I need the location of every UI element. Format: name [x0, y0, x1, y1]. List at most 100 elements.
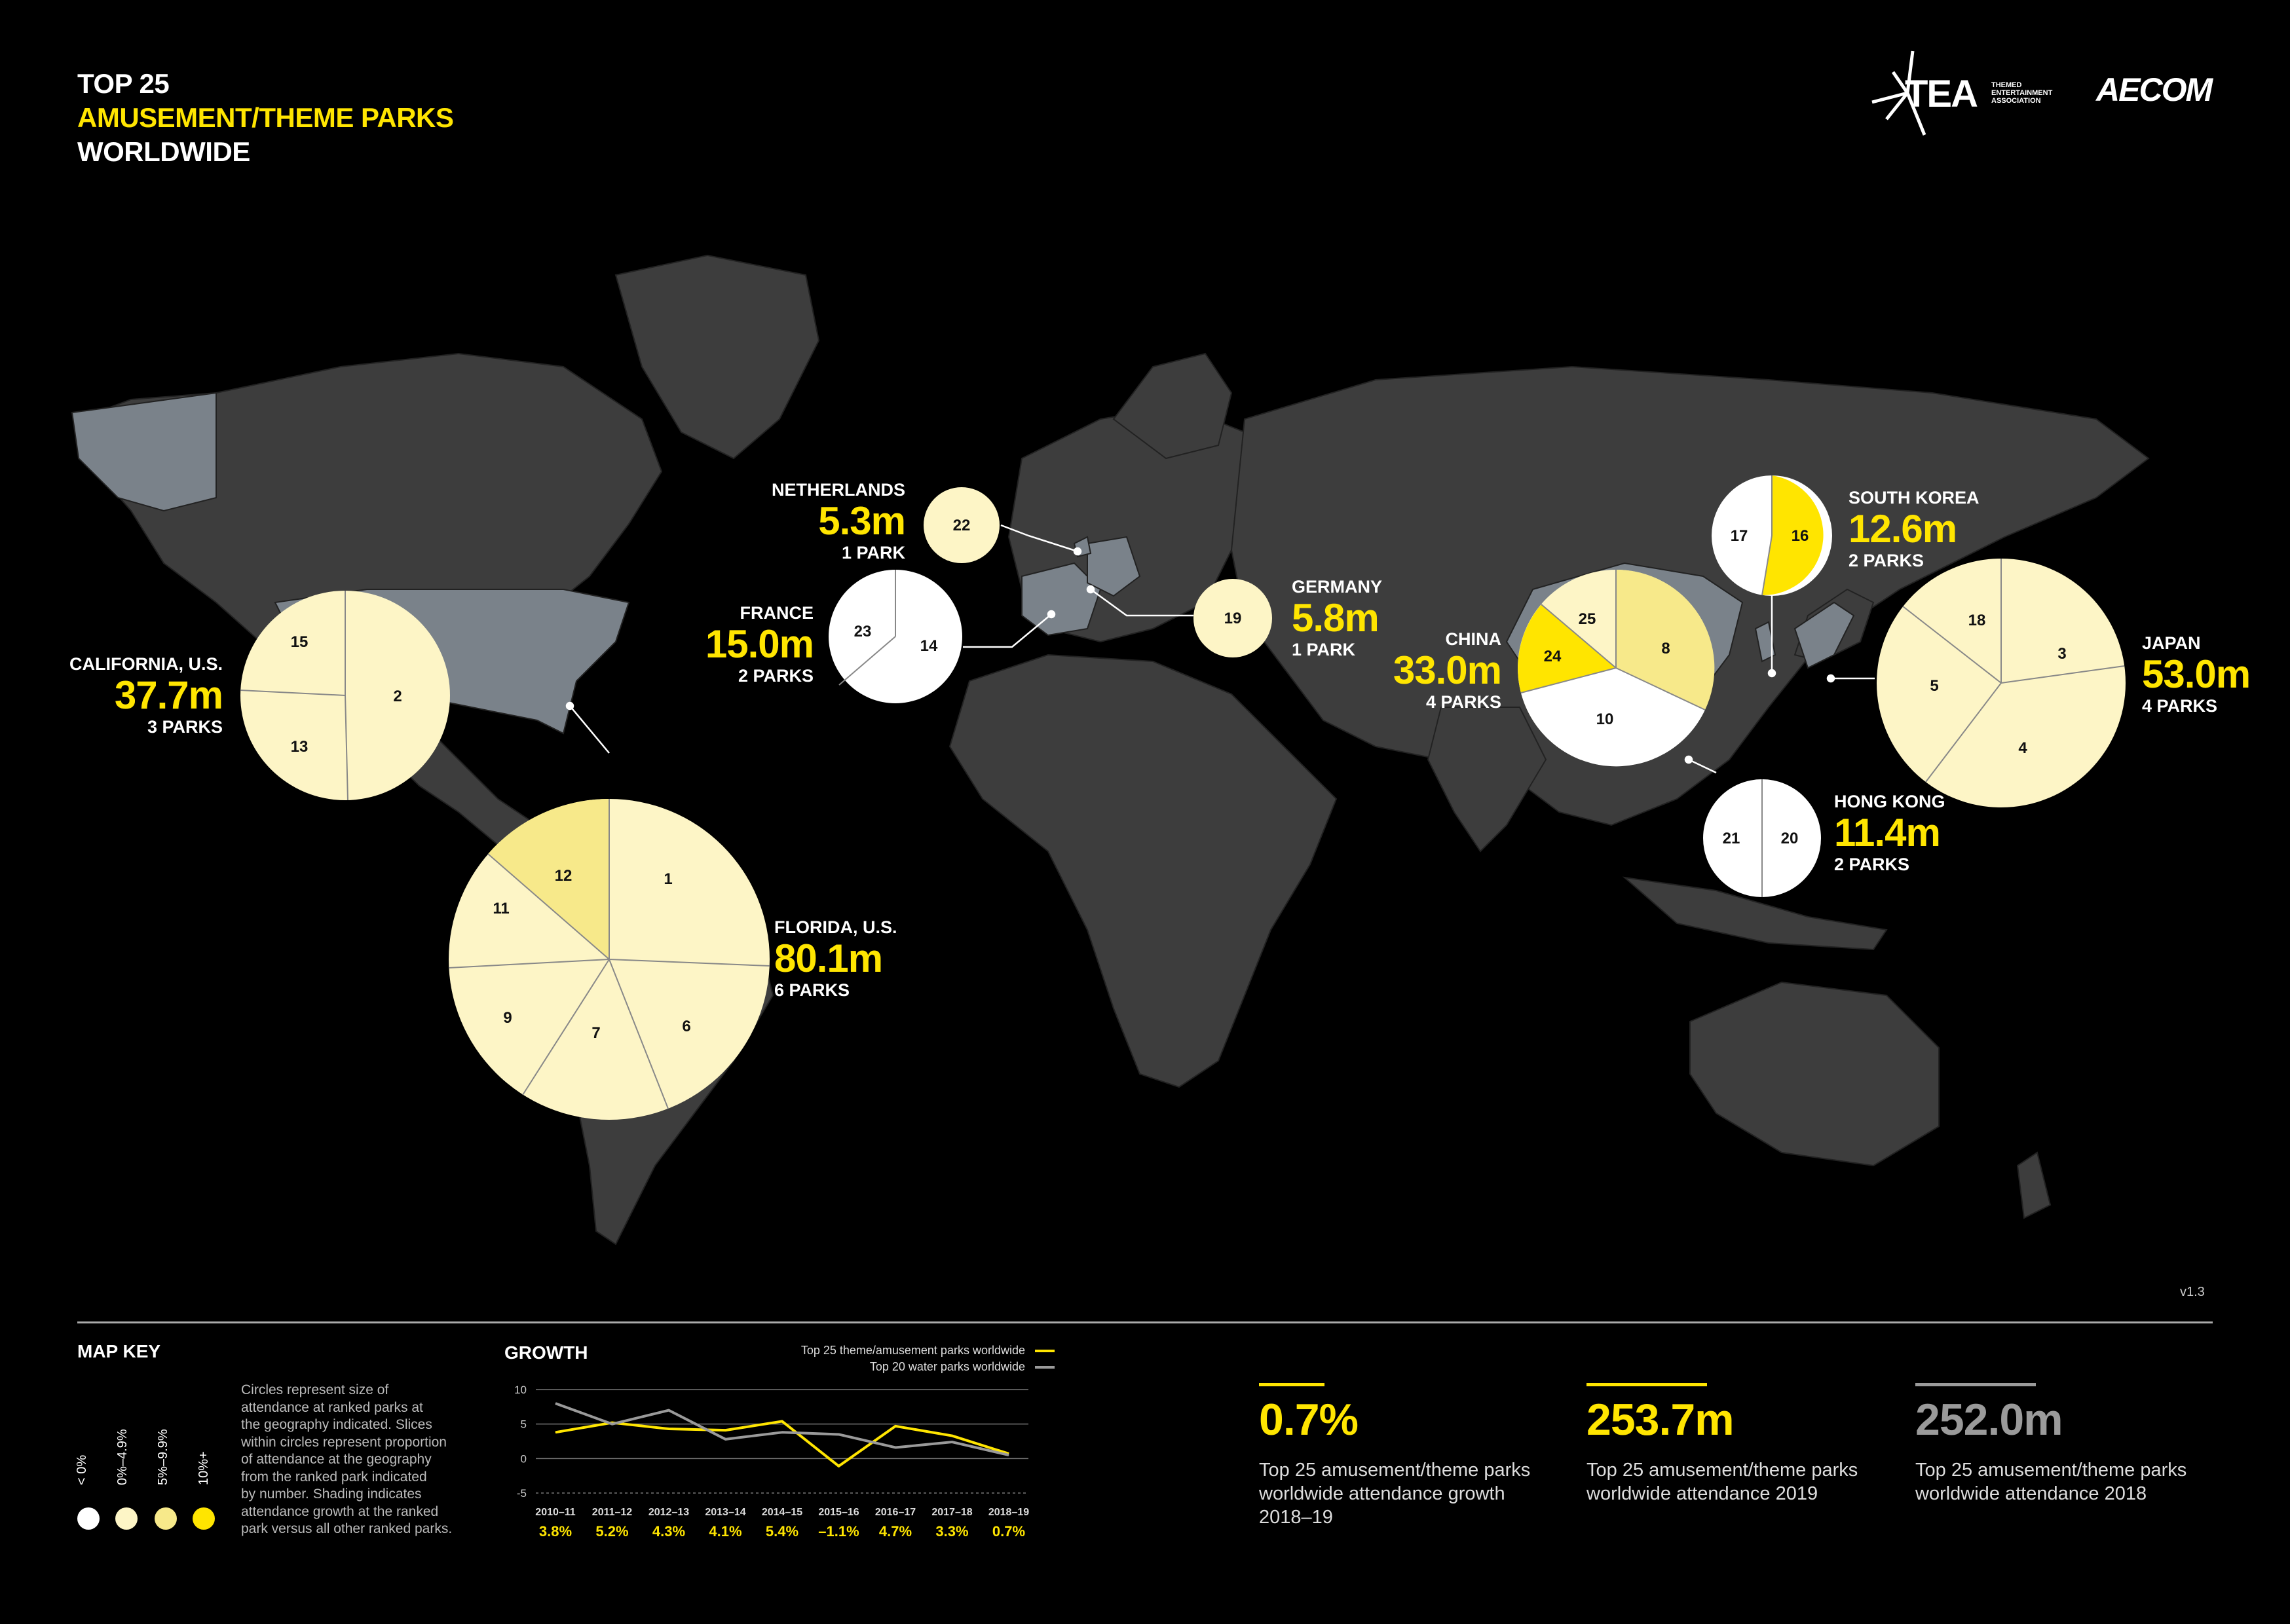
region-name: JAPAN — [2142, 633, 2201, 653]
france-shape — [1021, 562, 1102, 637]
pie-label-france-14: 14 — [920, 637, 938, 655]
region-name: GERMANY — [1292, 577, 1383, 597]
x-tick-label: 2017–18 — [931, 1507, 972, 1518]
data-value-label: 4.7% — [879, 1523, 912, 1540]
pie-japan: 3 4 5 18 — [1877, 559, 2126, 807]
stat-attendance-2019: 253.7m Top 25 amusement/theme parks worl… — [1586, 1383, 1888, 1505]
y-tick-label: 10 — [514, 1384, 527, 1396]
pie-florida: 1 6 7 9 11 12 — [448, 798, 770, 1120]
aecom-logo: AECOM — [2096, 71, 2213, 108]
x-tick-label: 2013–14 — [705, 1507, 745, 1518]
region-value: 11.4m — [1834, 811, 1941, 855]
region-name: SOUTH KOREA — [1849, 488, 1980, 507]
growth-chart: 10 5 0 -5 2010–11 2011–12 2012–13 2013–14 2014–1… — [514, 1384, 1029, 1540]
pie-label-japan-3: 3 — [2057, 645, 2066, 663]
data-point — [781, 1431, 783, 1433]
pie-label-florida-12: 12 — [555, 867, 572, 885]
stat-2019-rule — [1586, 1383, 1707, 1386]
y-tick-label: 0 — [521, 1452, 527, 1465]
pie-label-south-korea-16: 16 — [1792, 527, 1809, 545]
pie-label-france-23: 23 — [854, 623, 872, 640]
legend-theme-label: Top 25 theme/amusement parks worldwide — [800, 1344, 1025, 1357]
region-name: CALIFORNIA, U.S. — [69, 654, 223, 674]
data-point — [555, 1431, 556, 1433]
map-key-title: MAP KEY — [77, 1341, 161, 1361]
japan-shape — [1793, 601, 1855, 669]
map-key-legend: < 0% 0%–4.9% 5%–9.9% 10%+ — [75, 1426, 235, 1530]
pie-germany: 19 — [1193, 579, 1272, 657]
stat-2018-desc: Top 25 amusement/theme parks worldwide a… — [1915, 1460, 2187, 1504]
title-line-2: AMUSEMENT/THEME PARKS — [77, 102, 454, 133]
label-germany: GERMANY 5.8m 1 PARK — [1292, 576, 1382, 660]
growth-section: GROWTH Top 25 theme/amusement parks worl… — [504, 1336, 1061, 1559]
title-line-3: WORLDWIDE — [77, 136, 250, 167]
data-point — [838, 1433, 839, 1435]
label-netherlands: NETHERLANDS 5.3m 1 PARK — [760, 479, 906, 563]
tea-logo: TEA THEMED ENTERTAINMENT ASSOCIATION — [1867, 46, 2063, 138]
legend-label-mid: 5%–9.9% — [156, 1429, 170, 1485]
region-parks: 1 PARK — [841, 543, 905, 563]
stat-growth-value: 0.7% — [1259, 1395, 1359, 1445]
legend-swatch-negative — [77, 1507, 100, 1530]
tea-wordmark: TEA — [1905, 73, 1978, 115]
region-name: FLORIDA, U.S. — [774, 917, 897, 937]
x-tick-label: 2015–16 — [818, 1507, 859, 1518]
pie-label-germany-19: 19 — [1224, 610, 1242, 627]
pie-label-china-10: 10 — [1596, 710, 1614, 728]
x-tick-label: 2014–15 — [762, 1507, 802, 1518]
label-japan: JAPAN 53.0m 4 PARKS — [2142, 633, 2251, 716]
label-china: CHINA 33.0m 4 PARKS — [1362, 629, 1502, 712]
data-value-label: 4.3% — [652, 1523, 685, 1540]
pie-label-florida-7: 7 — [591, 1024, 600, 1042]
region-parks: 1 PARK — [1292, 640, 1356, 659]
region-name: NETHERLANDS — [771, 480, 905, 500]
label-hong-kong: HONG KONG 11.4m 2 PARKS — [1834, 791, 1945, 875]
legend-label-negative: < 0% — [75, 1454, 89, 1485]
region-value: 5.3m — [818, 499, 906, 543]
region-parks: 4 PARKS — [1425, 692, 1501, 712]
data-point — [895, 1447, 896, 1448]
pie-label-california-2: 2 — [393, 688, 402, 705]
title-line-1: TOP 25 — [77, 68, 170, 99]
region-value: 37.7m — [114, 673, 223, 717]
pie-label-florida-6: 6 — [682, 1018, 690, 1035]
series-line-water-parks — [555, 1402, 1009, 1457]
legend-water-swatch — [1035, 1366, 1055, 1369]
indonesia-shape — [1622, 876, 1888, 951]
korea-shape — [1754, 621, 1776, 663]
pie-label-florida-1: 1 — [664, 870, 672, 888]
region-value: 12.6m — [1849, 507, 1957, 551]
label-florida: FLORIDA, U.S. 80.1m 6 PARKS — [774, 917, 897, 1001]
scandinavia-shape — [1112, 352, 1233, 460]
footer-divider — [77, 1321, 2213, 1323]
label-california: CALIFORNIA, U.S. 37.7m 3 PARKS — [66, 654, 223, 737]
data-value-label: 5.2% — [595, 1523, 628, 1540]
legend-label-high: 10%+ — [197, 1451, 211, 1485]
data-point — [555, 1403, 556, 1404]
label-south-korea: SOUTH KOREA 12.6m 2 PARKS — [1849, 487, 1980, 571]
legend-water-label: Top 20 water parks worldwide — [869, 1360, 1025, 1373]
y-tick-label: -5 — [517, 1487, 527, 1500]
india-shape — [1427, 707, 1547, 853]
pie-label-hong-kong-21: 21 — [1723, 830, 1740, 847]
pie-label-japan-4: 4 — [2018, 739, 2027, 757]
pie-hong-kong: 20 21 — [1703, 779, 1821, 897]
region-parks: 2 PARKS — [1849, 551, 1924, 570]
region-parks: 3 PARKS — [147, 717, 223, 737]
pie-label-south-korea-17: 17 — [1731, 527, 1748, 545]
region-value: 53.0m — [2142, 652, 2251, 696]
stat-growth: 0.7% Top 25 amusement/theme parks worldw… — [1259, 1383, 1560, 1529]
stat-growth-desc: Top 25 amusement/theme parks worldwide a… — [1259, 1460, 1531, 1528]
pie-label-japan-5: 5 — [1930, 677, 1938, 695]
map-key: MAP KEY < 0% 0%–4.9% 5%–9.9% 10%+ Circle… — [75, 1341, 497, 1564]
region-value: 5.8m — [1292, 596, 1380, 640]
map-key-description: Circles represent size of attendance at … — [241, 1382, 453, 1536]
new-zealand-shape — [2016, 1151, 2052, 1219]
region-value: 80.1m — [774, 936, 883, 980]
x-tick-label: 2016–17 — [875, 1507, 916, 1518]
region-parks: 2 PARKS — [738, 666, 814, 686]
x-tick-label: 2010–11 — [535, 1507, 576, 1518]
region-parks: 6 PARKS — [774, 980, 850, 1000]
